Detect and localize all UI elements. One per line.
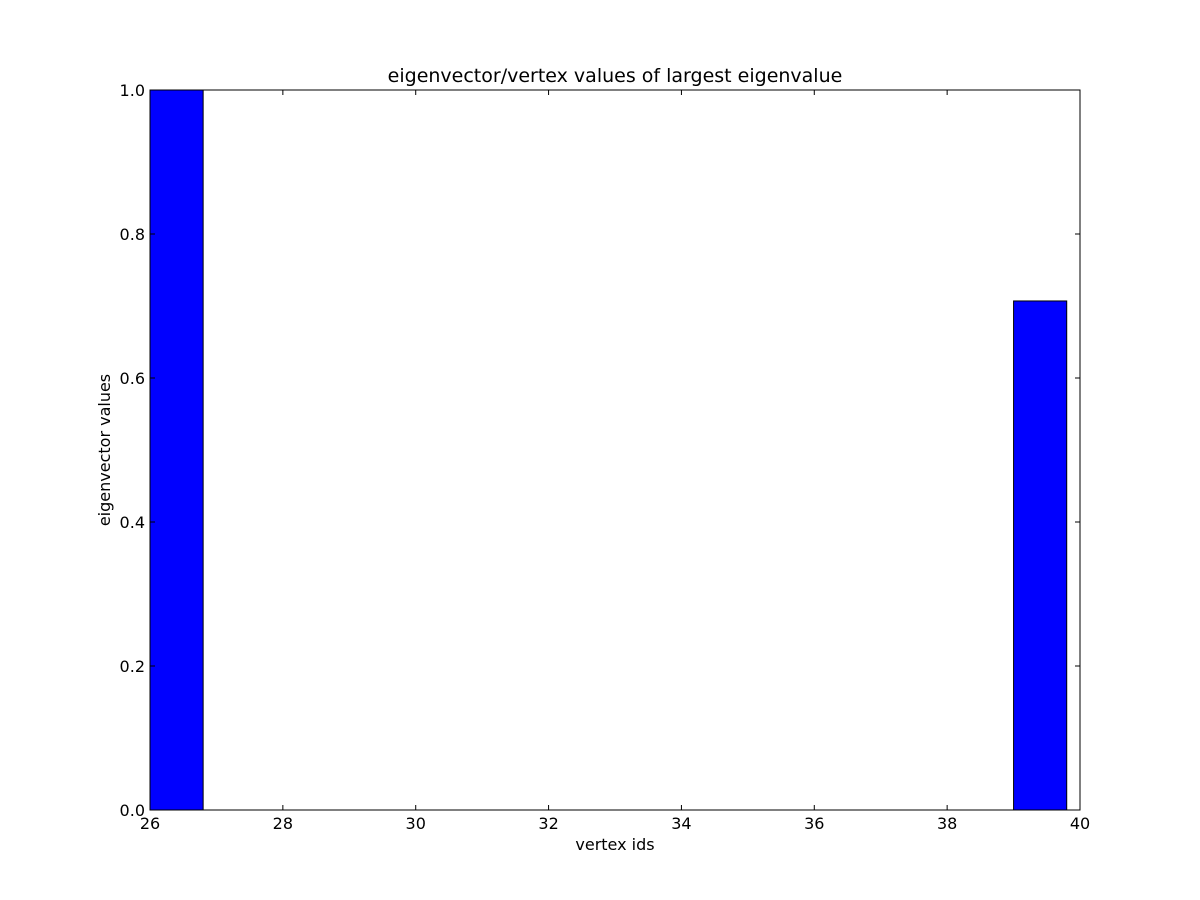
y-tick-label: 0.0: [120, 801, 145, 820]
x-tick-label: 38: [937, 814, 957, 833]
bars-group: [149, 89, 1068, 811]
x-tick-label: 26: [140, 814, 160, 833]
x-axis: 26 28 30 32 34 36 38 40: [140, 90, 1090, 833]
y-tick-label: 1.0: [120, 81, 145, 100]
bar: [1013, 300, 1068, 811]
y-tick-label: 0.8: [120, 225, 145, 244]
plot-frame: [149, 89, 1081, 811]
y-tick-label: 0.6: [120, 369, 145, 388]
chart-title: eigenvector/vertex values of largest eig…: [388, 65, 843, 87]
x-tick-label: 32: [538, 814, 558, 833]
x-tick-label: 36: [804, 814, 824, 833]
x-axis-title: vertex ids: [575, 835, 654, 854]
x-tick-label: 28: [273, 814, 293, 833]
y-tick-label: 0.4: [120, 513, 145, 532]
bar: [149, 89, 204, 811]
x-tick-label: 34: [671, 814, 691, 833]
x-tick-label: 40: [1070, 814, 1090, 833]
x-tick-label: 30: [406, 814, 426, 833]
y-tick-label: 0.2: [120, 657, 145, 676]
y-axis: 0.0 0.2 0.4 0.6 0.8 1.0: [120, 81, 1080, 820]
y-axis-title: eigenvector values: [95, 374, 114, 526]
